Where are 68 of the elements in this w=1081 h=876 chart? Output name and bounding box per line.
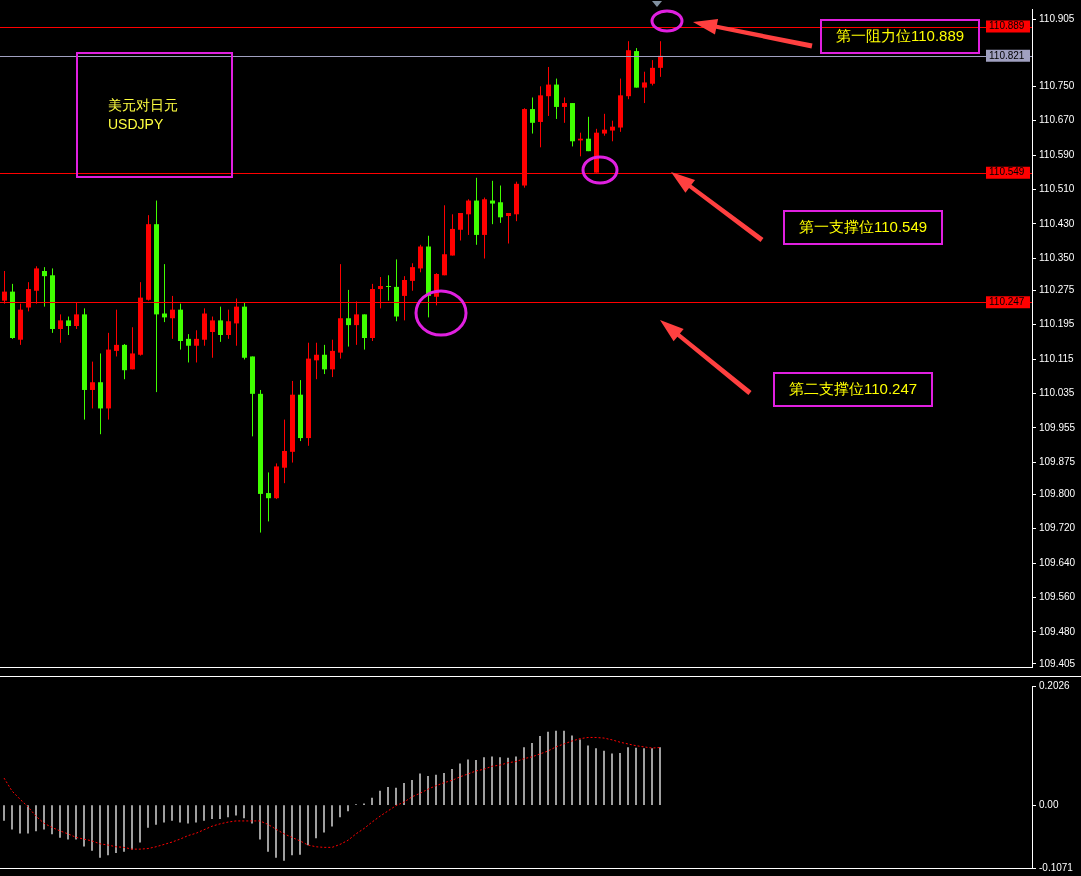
candlestick xyxy=(130,326,135,370)
line-series xyxy=(3,736,661,850)
y-tick-label: 110.195 xyxy=(1039,318,1075,330)
y-tick-label: 109.875 xyxy=(1039,455,1076,467)
ref-line-label: 110.247 xyxy=(989,296,1025,308)
candlestick xyxy=(210,316,215,359)
y-tick-label: 110.905 xyxy=(1039,13,1075,25)
candlestick xyxy=(506,212,511,245)
text: USDJPY xyxy=(108,115,165,134)
y-tick-label: 0.00 xyxy=(1039,798,1059,810)
candlestick xyxy=(282,419,287,484)
y-tick-label: 0.2026 xyxy=(1039,679,1071,691)
y-tick-label: 109.720 xyxy=(1039,522,1076,534)
candlestick xyxy=(266,471,271,522)
ref-line-label: 110.549 xyxy=(989,166,1025,178)
ref-line-label: 110.821 xyxy=(989,49,1025,61)
candlestick xyxy=(562,96,567,124)
candlestick xyxy=(442,204,447,276)
y-tick-label: 110.670 xyxy=(1039,114,1075,126)
candlestick xyxy=(554,78,559,120)
candlestick xyxy=(490,180,495,225)
candlestick xyxy=(650,59,655,86)
candlestick xyxy=(586,116,591,152)
y-tick-label: 110.115 xyxy=(1039,352,1075,364)
candlestick xyxy=(458,212,463,241)
candlestick xyxy=(418,244,423,273)
candlestick xyxy=(602,113,607,137)
y-tick-label: 110.035 xyxy=(1039,387,1075,399)
candlestick xyxy=(362,313,367,351)
candlestick xyxy=(658,40,663,78)
candlestick xyxy=(194,329,199,363)
y-tick-label: 110.430 xyxy=(1039,217,1075,229)
candlestick xyxy=(498,185,503,224)
y-tick-label: 110.510 xyxy=(1039,183,1075,195)
candlestick xyxy=(546,66,551,117)
candlestick xyxy=(58,313,63,344)
annotation: 第二支撑位110.247 xyxy=(773,371,934,407)
candlestick xyxy=(114,309,119,357)
y-tick-label: 109.560 xyxy=(1039,591,1076,603)
candlestick xyxy=(322,344,327,375)
y-tick-label: 109.640 xyxy=(1039,556,1076,568)
candlestick xyxy=(66,316,71,336)
y-tick-label: 109.955 xyxy=(1039,421,1076,433)
candlestick xyxy=(186,333,191,363)
candlestick xyxy=(610,120,615,142)
annotation: 第一支撑位110.549 xyxy=(783,209,944,245)
y-tick-label: 110.750 xyxy=(1039,80,1075,92)
y-tick-label: 110.350 xyxy=(1039,251,1075,263)
y-tick-label: 110.590 xyxy=(1039,148,1075,160)
candlestick xyxy=(90,361,95,409)
y-tick-label: 109.800 xyxy=(1039,488,1076,500)
y-tick-label: 109.405 xyxy=(1039,657,1076,669)
candlestick xyxy=(410,262,415,292)
candlestick xyxy=(530,96,535,135)
candlestick xyxy=(466,198,471,236)
candlestick xyxy=(42,266,47,308)
ref-line-label: 110.889 xyxy=(989,20,1025,32)
y-tick-label: -0.1071 xyxy=(1039,861,1074,873)
candlestick xyxy=(330,339,335,378)
y-tick-label: 109.480 xyxy=(1039,625,1076,637)
candlestick xyxy=(218,306,223,343)
candlestick xyxy=(386,274,391,302)
y-tick-label: 110.275 xyxy=(1039,284,1075,296)
candlestick xyxy=(642,71,647,104)
text: 美元对日元 xyxy=(108,96,179,115)
candlestick xyxy=(346,289,351,348)
candlestick xyxy=(226,309,231,340)
annotation: 第一阻力位110.889 xyxy=(820,18,981,54)
